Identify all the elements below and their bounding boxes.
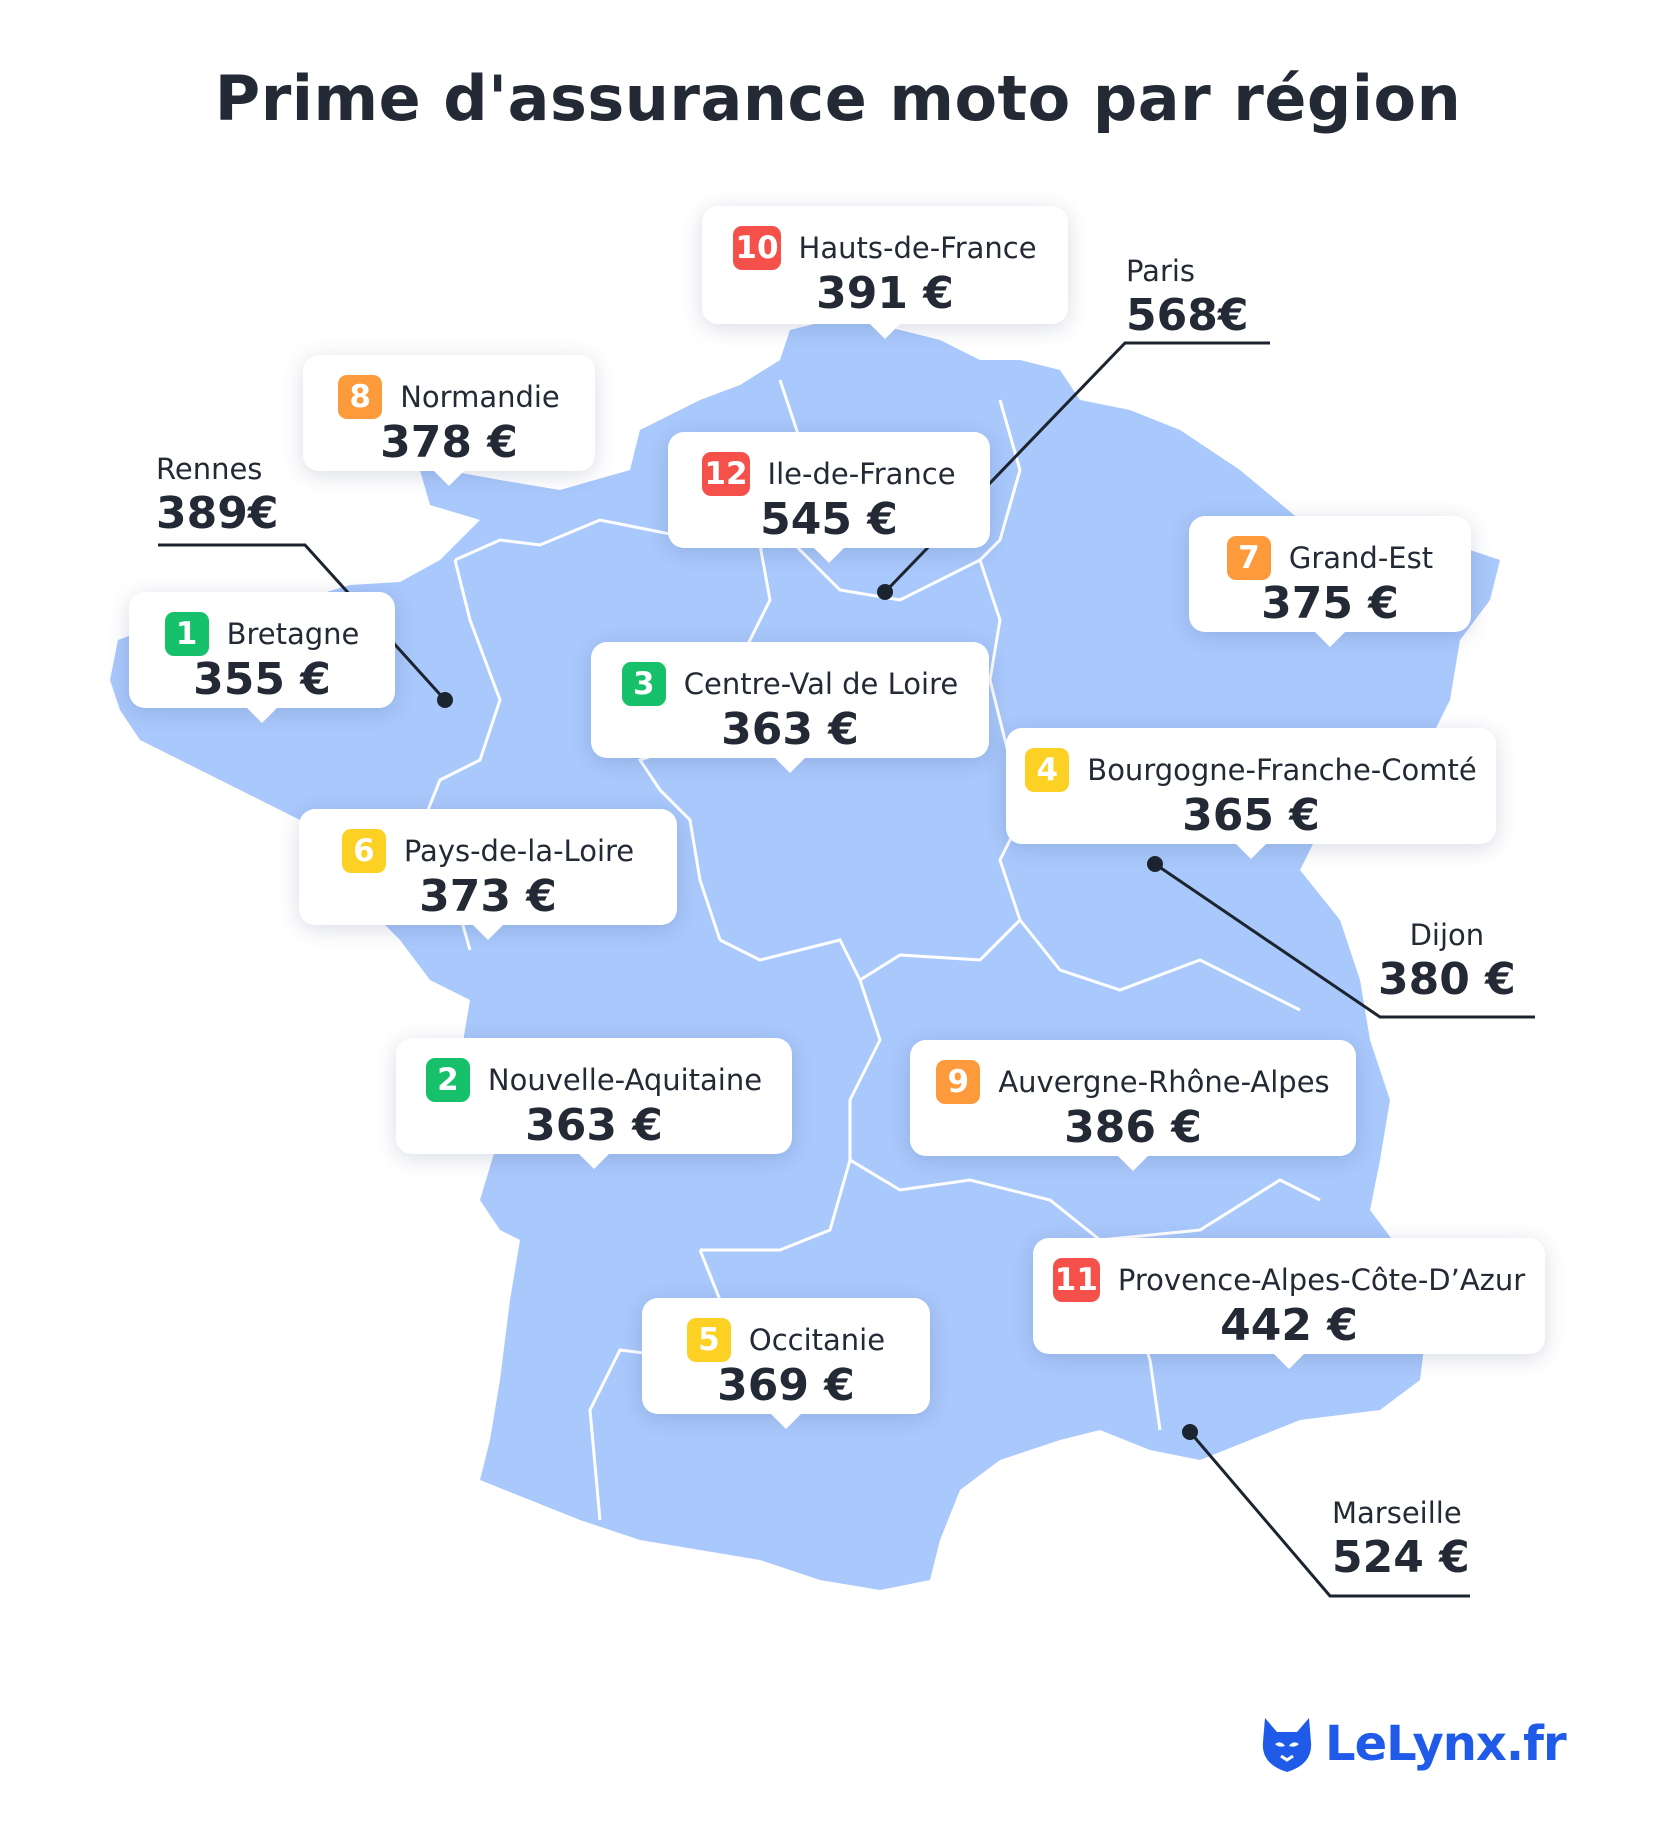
region-price: 365 € — [1182, 790, 1320, 841]
city-label-paris: Paris 568€ — [1126, 254, 1248, 341]
rank-badge: 9 — [936, 1060, 981, 1104]
city-name: Dijon — [1409, 918, 1485, 952]
region-name: Provence-Alpes-Côte-D’Azur — [1117, 1263, 1526, 1297]
paris-marker — [877, 584, 893, 600]
region-card-pays-de-la-loire: 6 Pays-de-la-Loire 373 € — [299, 809, 677, 940]
region-card-centre-val-de-loire: 3 Centre-Val de Loire 363 € — [591, 642, 989, 773]
region-price: 375 € — [1261, 578, 1399, 629]
region-price: 363 € — [525, 1100, 663, 1151]
brand-logo[interactable]: LeLynx.fr — [1255, 1712, 1567, 1776]
city-label-dijon: Dijon 380 € — [1378, 918, 1516, 1005]
region-price: 373 € — [419, 871, 557, 922]
dijon-marker — [1147, 856, 1163, 872]
marseille-marker — [1182, 1424, 1198, 1440]
rank-badge: 3 — [621, 662, 666, 706]
region-card-occitanie: 5 Occitanie 369 € — [642, 1298, 930, 1429]
region-name: Pays-de-la-Loire — [403, 834, 635, 868]
region-card-ile-de-france: 12 Ile-de-France 545 € — [668, 432, 990, 563]
marseille-leader-line — [1188, 1431, 1470, 1598]
rank-badge: 12 — [702, 452, 750, 496]
city-markers — [437, 584, 1198, 1440]
region-name: Bourgogne-Franche-Comté — [1087, 753, 1477, 787]
region-name: Grand-Est — [1288, 541, 1434, 575]
rank-badge: 6 — [341, 829, 386, 873]
city-label-rennes: Rennes 389€ — [156, 452, 278, 539]
region-price: 386 € — [1064, 1102, 1202, 1153]
region-price: 391 € — [816, 268, 954, 319]
rank-badge: 5 — [686, 1318, 731, 1362]
region-name: Hauts-de-France — [798, 231, 1037, 265]
region-card-auvergne-rhone-alpes: 9 Auvergne-Rhône-Alpes 386 € — [910, 1040, 1356, 1171]
region-card-provence-alpes-cote-d-azur: 11 Provence-Alpes-Côte-D’Azur 442 € — [1033, 1238, 1545, 1369]
city-price: 389€ — [156, 488, 279, 539]
city-price: 524 € — [1332, 1532, 1470, 1583]
city-price: 568€ — [1126, 290, 1249, 341]
region-price: 363 € — [721, 704, 859, 755]
city-label-marseille: Marseille 524 € — [1332, 1496, 1470, 1583]
rank-badge: 11 — [1052, 1258, 1100, 1302]
city-name: Rennes — [156, 452, 263, 486]
region-card-nouvelle-aquitaine: 2 Nouvelle-Aquitaine 363 € — [396, 1038, 792, 1169]
rank-badge: 8 — [338, 375, 383, 419]
rank-badge: 2 — [425, 1058, 470, 1102]
page-title: Prime d'assurance moto par région — [214, 62, 1462, 135]
brand-logo-text: LeLynx.fr — [1325, 1716, 1567, 1772]
region-price: 355 € — [193, 654, 331, 705]
region-name: Bretagne — [226, 617, 360, 651]
rank-badge: 7 — [1226, 536, 1271, 580]
region-card-hauts-de-france: 10 Hauts-de-France 391 € — [702, 206, 1068, 339]
lynx-head-icon — [1262, 1718, 1312, 1772]
rank-badge: 4 — [1025, 748, 1070, 792]
city-name: Paris — [1126, 254, 1196, 288]
region-name: Ile-de-France — [767, 457, 956, 491]
region-price: 545 € — [760, 494, 898, 545]
region-card-grand-est: 7 Grand-Est 375 € — [1189, 516, 1471, 647]
rank-badge: 10 — [733, 226, 781, 270]
region-price: 369 € — [717, 1360, 855, 1411]
region-name: Auvergne-Rhône-Alpes — [998, 1065, 1330, 1099]
region-price: 442 € — [1220, 1300, 1358, 1351]
region-name: Occitanie — [748, 1323, 886, 1357]
region-card-bourgogne-franche-comte: 4 Bourgogne-Franche-Comté 365 € — [1006, 728, 1496, 859]
region-name: Nouvelle-Aquitaine — [487, 1063, 763, 1097]
dijon-leader-line — [1154, 862, 1535, 1019]
region-name: Centre-Val de Loire — [683, 667, 959, 701]
region-price: 378 € — [380, 417, 518, 468]
region-card-normandie: 8 Normandie 378 € — [303, 355, 595, 486]
city-price: 380 € — [1378, 954, 1516, 1005]
rennes-leader-line — [158, 543, 447, 702]
rennes-marker — [437, 692, 453, 708]
region-card-bretagne: 1 Bretagne 355 € — [129, 592, 395, 723]
city-name: Marseille — [1332, 1496, 1462, 1530]
region-name: Normandie — [400, 380, 560, 414]
rank-badge: 1 — [164, 612, 209, 656]
